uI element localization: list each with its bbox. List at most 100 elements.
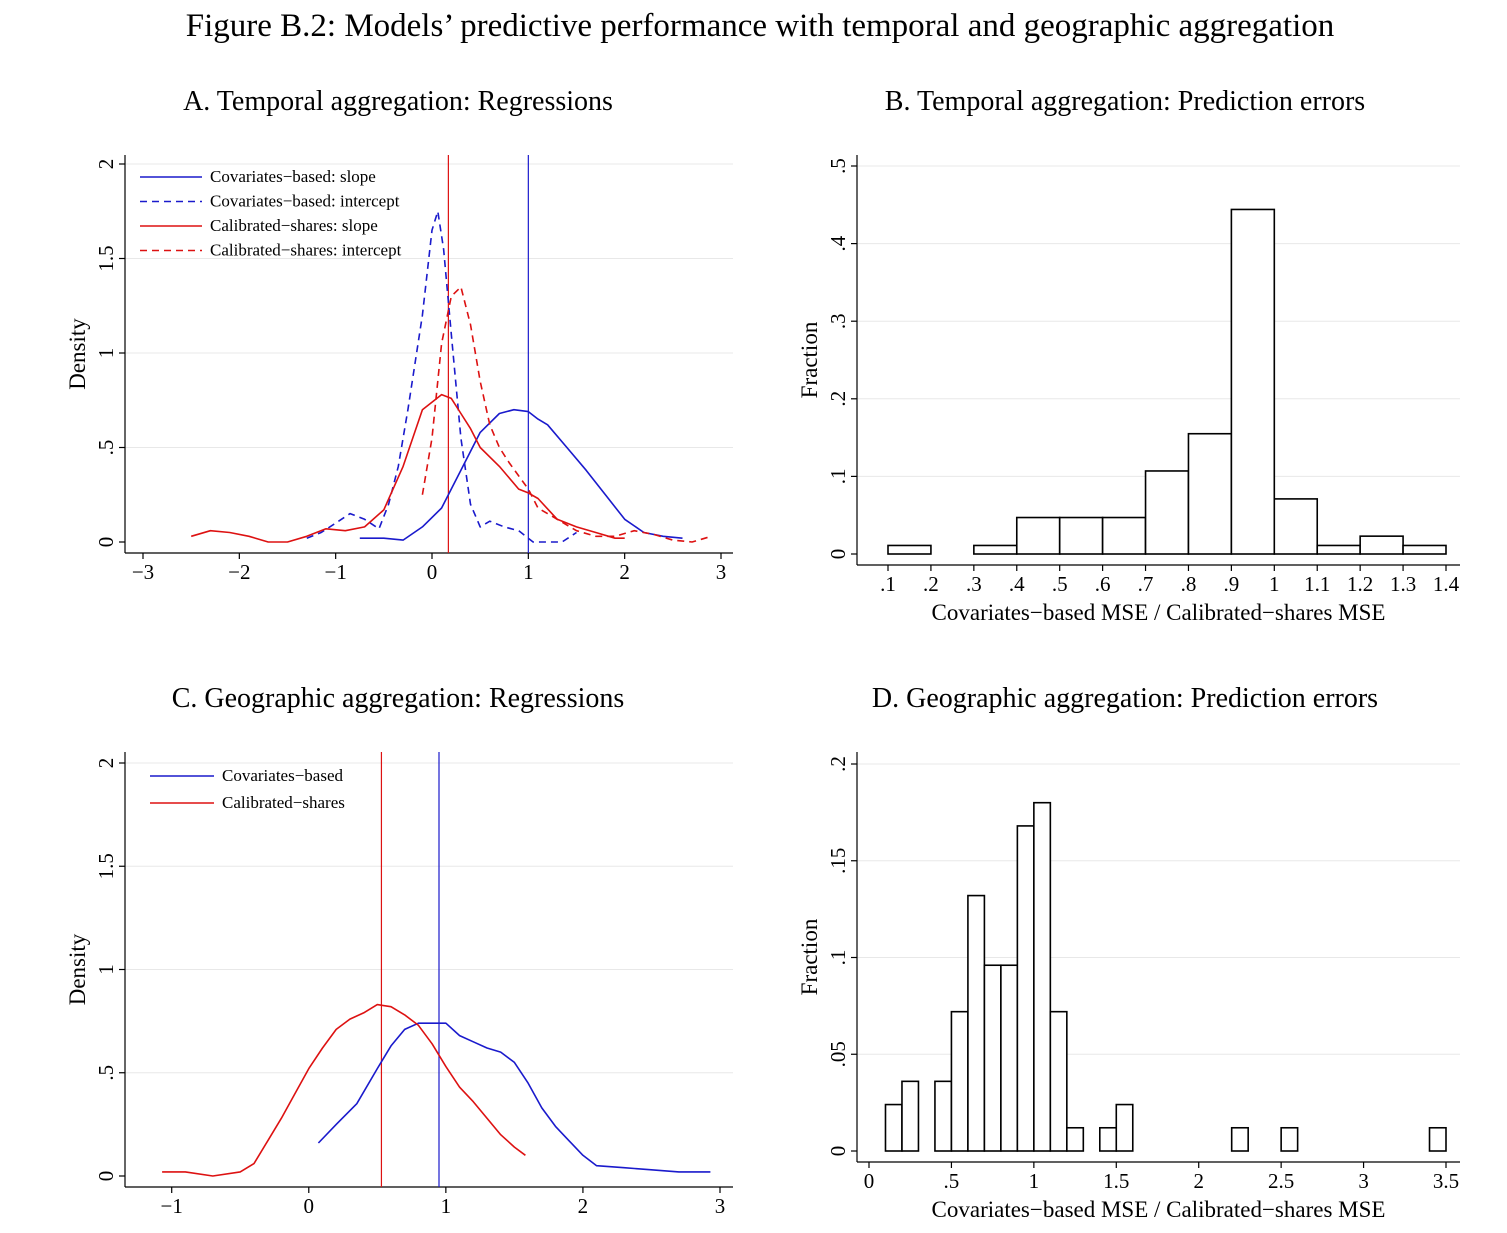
x-tick-label: .4 [1009,572,1025,596]
histogram-bar [1058,516,1104,555]
density-line [306,210,577,543]
histogram-bar [967,894,986,1152]
panel-c-plot: Covariates−based Calibrated−shares [150,752,711,1187]
x-tick-label: 1.2 [1347,572,1373,596]
x-tick-label: 0 [427,560,438,584]
x-tick-label: .5 [944,1169,960,1193]
panel-d-axes: 0 .05 .1 .15 .2 0 .5 1 1.5 2 2.5 3 3.5 Fraction Covari… [797,752,1460,1222]
y-tick-label: 1.5 [94,245,118,271]
panel-a-title: A. Temporal aggregation: Regressions [183,86,613,117]
x-axis-label: Covariates−based MSE / Calibrated−shares… [932,600,1386,625]
x-tick-label: 2 [578,1194,589,1218]
histogram-bar [1273,498,1319,555]
legend-label: Covariates−based: intercept [210,192,400,211]
legend: Covariates−based: slope Covariates−based:… [140,167,402,260]
x-axis-label: Covariates−based MSE / Calibrated−shares… [932,1197,1386,1222]
x-tick-label: .2 [923,572,939,596]
x-tick-label: .8 [1181,572,1197,596]
y-axis-label: Density [65,933,90,1005]
x-tick-label: .1 [880,572,896,596]
histogram-bar [1230,1126,1249,1152]
x-tick-label: 1 [1269,572,1280,596]
panel-d-plot [884,801,1447,1152]
x-tick-label: .7 [1138,572,1154,596]
histogram-bar [1428,1126,1447,1152]
panel-c-axes: 0 .5 1 1.5 2 −1 0 1 2 3 Density [65,752,733,1218]
x-tick-label: .9 [1224,572,1240,596]
histogram-bar [884,1103,903,1152]
histogram-bar [1316,544,1361,555]
x-tick-label: 3.5 [1433,1169,1459,1193]
histogram-bar [1101,516,1147,555]
figure-title: Figure B.2: Models’ predictive performan… [185,8,1335,44]
y-tick-label: .1 [826,950,850,966]
x-tick-label: 1.4 [1433,572,1460,596]
y-tick-label: 1.5 [94,853,118,879]
histogram-bar [1144,470,1190,555]
density-line [162,1003,526,1177]
y-tick-label: 2 [94,159,118,170]
histogram-bar [1187,432,1233,555]
histogram-bar [1230,208,1276,555]
y-tick-label: .4 [826,235,850,251]
histogram-bar [1015,516,1061,555]
panel-a-plot: Covariates−based: slope Covariates−based:… [140,155,712,553]
x-tick-label: .5 [1052,572,1068,596]
histogram-bar [983,964,1002,1152]
x-tick-label: −1 [324,560,346,584]
x-tick-label: 0 [864,1169,875,1193]
histogram-bar [934,1080,953,1152]
histogram-bar [1359,535,1404,555]
legend-label: Calibrated−shares: slope [210,216,378,235]
panel-d-title: D. Geographic aggregation: Prediction er… [871,683,1379,714]
x-tick-label: .3 [966,572,982,596]
x-tick-label: .6 [1095,572,1111,596]
y-tick-label: .1 [826,469,850,485]
histogram-bar [1099,1126,1118,1152]
y-tick-label: .5 [94,440,118,456]
y-tick-label: 0 [94,1171,118,1182]
x-tick-label: 3 [1358,1169,1369,1193]
panel-a-axes: 0 .5 1 1.5 2 −3 −2 −1 0 1 2 3 Density [65,155,733,584]
x-tick-label: 2.5 [1268,1169,1294,1193]
density-line [359,408,683,541]
legend-label: Covariates−based [222,766,343,785]
x-tick-label: 1 [1029,1169,1040,1193]
histogram-bar [1115,1103,1134,1152]
y-tick-label: .15 [826,848,850,874]
x-tick-label: −1 [161,1194,183,1218]
x-tick-label: 3 [716,560,727,584]
y-tick-label: 1 [94,964,118,975]
histogram-bar [1000,964,1019,1152]
x-tick-label: −3 [132,560,154,584]
histogram-bar [973,544,1018,555]
density-line [421,286,712,543]
y-axis-label: Fraction [797,321,822,398]
x-tick-label: 1 [441,1194,452,1218]
y-tick-label: 0 [826,549,850,560]
legend-label: Calibrated−shares: intercept [210,241,402,260]
y-tick-label: 0 [94,537,118,548]
histogram-bar [1033,801,1052,1152]
x-tick-label: −2 [228,560,250,584]
x-tick-label: 1.3 [1390,572,1416,596]
histogram-bar [887,544,932,555]
x-tick-label: 2 [619,560,630,584]
histogram-bar [1066,1126,1085,1152]
x-tick-label: 1 [523,560,534,584]
histogram-bar [1016,825,1035,1152]
legend-label: Calibrated−shares [222,793,345,812]
y-axis-label: Fraction [797,918,822,995]
histogram-bar [1402,544,1447,555]
panel-b-title: B. Temporal aggregation: Prediction erro… [884,86,1366,117]
panel-c-title: C. Geographic aggregation: Regressions [171,683,625,714]
y-tick-label: 2 [94,758,118,769]
y-tick-label: .05 [826,1041,850,1067]
histogram-bar [1049,1010,1068,1152]
density-line [317,1022,711,1173]
y-tick-label: .2 [826,391,850,407]
x-tick-label: 1.5 [1103,1169,1129,1193]
x-tick-label: 0 [304,1194,315,1218]
y-tick-label: 1 [94,348,118,359]
